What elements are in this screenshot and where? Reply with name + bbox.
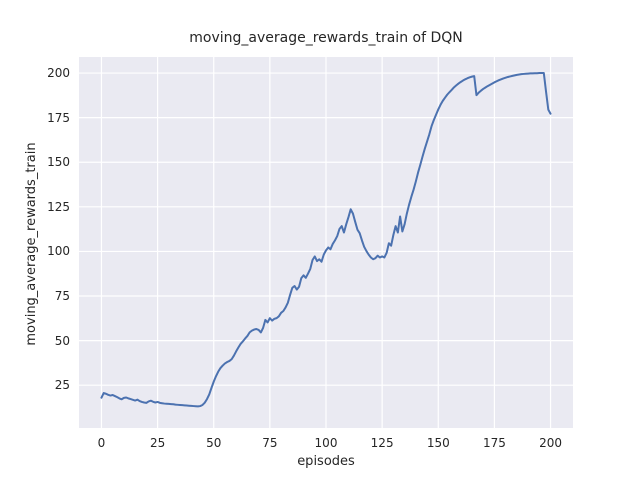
x-axis-label: episodes: [297, 454, 355, 469]
y-tick-label: 150: [47, 155, 70, 170]
x-tick-label: 200: [539, 436, 562, 450]
x-tick-label: 50: [206, 436, 222, 450]
x-tick-label: 75: [262, 436, 278, 450]
y-tick-label: 75: [54, 289, 70, 303]
x-tick-label: 150: [426, 436, 450, 450]
y-tick-label: 200: [47, 66, 70, 81]
reward-line: [100, 72, 552, 408]
x-tick-label: 175: [482, 436, 506, 450]
y-tick-label: 175: [47, 110, 70, 125]
chart-title: moving_average_rewards_train of DQN: [189, 30, 463, 46]
y-tick-label: 100: [47, 244, 70, 259]
y-tick-label: 125: [47, 199, 70, 214]
x-tick-label: 100: [314, 436, 338, 450]
y-tick-label: 50: [54, 333, 70, 348]
x-tick-label: 25: [149, 436, 166, 450]
x-tick-label: 0: [97, 436, 106, 450]
y-tick-label: 25: [54, 378, 70, 393]
x-tick-label: 125: [370, 436, 394, 450]
